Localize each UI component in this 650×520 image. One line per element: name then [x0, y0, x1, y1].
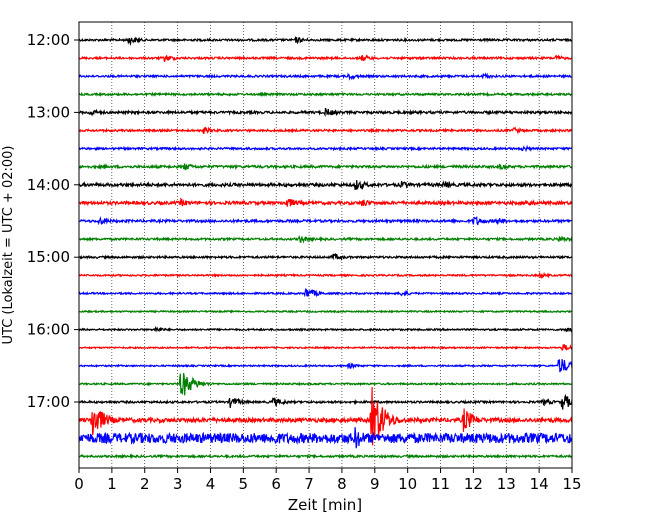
- y-tick-label-16:00: 16:00: [27, 321, 70, 339]
- trace-1630: [79, 359, 572, 373]
- x-tick-label-8: 8: [337, 475, 347, 493]
- trace-1200: [79, 35, 572, 46]
- plot-frame: [78, 21, 573, 469]
- y-axis-ticks: 12:00 13:00 14:00 15:00 16:00 17:00: [27, 31, 79, 411]
- trace-1215: [79, 54, 572, 62]
- trace-1315: [79, 126, 572, 135]
- x-tick-label-11: 11: [431, 475, 450, 493]
- trace-1730: [79, 427, 572, 449]
- x-tick-label-1: 1: [107, 475, 117, 493]
- trace-1600: [79, 325, 572, 333]
- y-tick-label-17:00: 17:00: [27, 393, 70, 411]
- y-tick-label-12:00: 12:00: [27, 31, 70, 49]
- x-tick-label-3: 3: [173, 475, 183, 493]
- trace-1515: [79, 271, 572, 280]
- trace-1300: [79, 107, 572, 118]
- vertical-gridlines: [111, 22, 540, 468]
- x-tick-label-6: 6: [271, 475, 281, 493]
- trace-1400: [79, 180, 572, 191]
- trace-1230: [79, 72, 572, 81]
- trace-1445: [79, 234, 572, 244]
- y-tick-label-13:00: 13:00: [27, 103, 70, 121]
- trace-1545: [79, 309, 572, 314]
- x-tick-label-10: 10: [398, 475, 417, 493]
- x-tick-label-4: 4: [206, 475, 216, 493]
- x-axis-title: Zeit [min]: [288, 496, 362, 514]
- y-tick-label-15:00: 15:00: [27, 248, 70, 266]
- trace-1700: [79, 393, 572, 410]
- x-tick-label-13: 13: [497, 475, 516, 493]
- trace-1715: [79, 387, 572, 446]
- seismogram-traces: [79, 35, 572, 460]
- x-tick-label-12: 12: [464, 475, 483, 493]
- x-tick-label-0: 0: [74, 475, 84, 493]
- trace-1345: [79, 163, 572, 171]
- x-tick-label-9: 9: [370, 475, 380, 493]
- trace-1430: [79, 215, 572, 226]
- x-axis-ticks: 0 1 2 3 4 5 6 7 8 9 10 11 12 13 14 15: [74, 468, 582, 493]
- trace-1645: [79, 372, 572, 396]
- trace-1500: [79, 252, 572, 262]
- y-axis-title: UTC (Lokalzeit = UTC + 02:00): [1, 146, 16, 345]
- trace-1330: [79, 144, 572, 153]
- x-tick-label-5: 5: [239, 475, 249, 493]
- trace-1615: [79, 344, 572, 351]
- trace-1245: [79, 91, 572, 98]
- x-tick-label-15: 15: [562, 475, 581, 493]
- trace-1415: [79, 197, 572, 207]
- trace-1530: [79, 288, 572, 298]
- y-tick-label-14:00: 14:00: [27, 176, 70, 194]
- trace-1745: [79, 453, 572, 460]
- x-tick-label-14: 14: [530, 475, 549, 493]
- x-tick-label-7: 7: [304, 475, 314, 493]
- x-tick-label-2: 2: [140, 475, 150, 493]
